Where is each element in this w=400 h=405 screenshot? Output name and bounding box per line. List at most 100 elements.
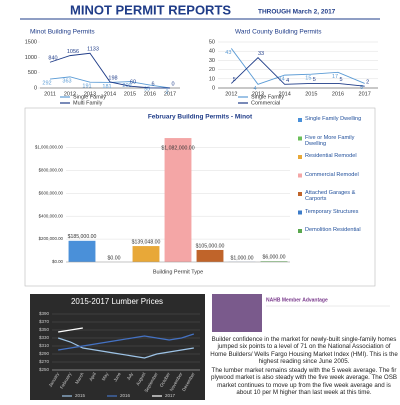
legend-label: Commercial <box>251 100 280 106</box>
chart-title: February Building Permits - Minot <box>148 114 253 121</box>
legend-entry: Attached Garages & Carports <box>305 190 373 206</box>
y-tick-label: $0.00 <box>52 259 64 264</box>
data-label: 43 <box>225 50 231 56</box>
y-tick-label: 30 <box>209 58 215 64</box>
legend-label: Multi Family <box>73 100 103 106</box>
data-label: 2 <box>165 89 168 95</box>
y-tick-label: 0 <box>212 85 215 91</box>
data-label: 198 <box>108 75 117 81</box>
legend-label: Single Family Dwelling <box>305 116 373 122</box>
legend-label: 2017 <box>165 393 176 398</box>
lumber-chart-bg <box>30 294 205 400</box>
legend-swatch <box>298 211 302 215</box>
legend-entry: Temporary Structures <box>305 209 373 225</box>
bar <box>133 246 160 262</box>
x-tick-label: 2011 <box>44 91 56 97</box>
series-line <box>231 58 364 87</box>
y-tick-label: 40 <box>209 49 215 55</box>
legend-entry: Residential Remodel <box>305 153 373 169</box>
y-tick-label: $800,000.00 <box>39 168 64 173</box>
data-label: 292 <box>42 80 51 86</box>
legend-swatch <box>298 155 302 159</box>
legend-label: Demolition Residential <box>305 227 373 233</box>
data-label: 5 <box>339 77 342 83</box>
y-tick-label: $290 <box>39 351 50 356</box>
legend-label: Five or More Family Dwelling <box>305 135 373 148</box>
y-tick-label: $1,000,000.00 <box>35 145 64 150</box>
data-label: $139,048.00 <box>132 239 161 245</box>
x-tick-label: 2017 <box>359 91 371 97</box>
data-label: 5 <box>313 77 316 83</box>
y-tick-label: $310 <box>39 343 50 348</box>
bar <box>165 138 192 262</box>
legend-label: 2016 <box>120 393 131 398</box>
y-tick-label: $200,000.00 <box>39 236 64 241</box>
paragraph-box: Builder confidence in the market for new… <box>210 336 398 366</box>
chart-title: Ward County Building Permits <box>235 29 322 36</box>
y-tick-label: $390 <box>39 311 50 316</box>
data-label: 4 <box>286 78 289 84</box>
paragraph: Builder confidence in the market for new… <box>210 336 398 366</box>
x-tick-label: 2015 <box>305 91 317 97</box>
y-tick-label: $600,000.00 <box>39 190 64 195</box>
data-label: 1056 <box>67 49 79 55</box>
legend-entry: Single Family Dwelling <box>305 116 373 132</box>
data-label: 181 <box>102 84 111 90</box>
y-tick-label: 500 <box>28 70 37 76</box>
data-label: $1,082,000.00 <box>161 145 194 151</box>
x-tick-label: 2015 <box>124 91 136 97</box>
legend-label: Commercial Remodel <box>305 172 373 178</box>
y-tick-label: 20 <box>209 67 215 73</box>
legend-entry: Five or More Family Dwelling <box>305 135 373 151</box>
data-label: 60 <box>130 80 136 86</box>
y-tick-label: 50 <box>209 39 215 45</box>
chart-title: 2015-2017 Lumber Prices <box>71 297 163 306</box>
data-label: $1,000.00 <box>230 255 253 261</box>
legend-swatch <box>298 192 302 196</box>
data-label: 0 <box>171 81 174 87</box>
data-label: 4 <box>253 86 256 92</box>
data-label: 15 <box>305 76 311 82</box>
legend-label: 2015 <box>75 393 86 398</box>
legend-entry: Demolition Residential <box>305 227 373 243</box>
data-label: 17 <box>332 74 338 80</box>
data-label: 6 <box>151 81 154 87</box>
data-label: 363 <box>62 78 71 84</box>
y-tick-label: $350 <box>39 327 50 332</box>
data-label: 33 <box>258 51 264 57</box>
data-label: $0.00 <box>108 255 121 261</box>
data-label: $105,000.00 <box>196 243 225 249</box>
y-tick-label: $400,000.00 <box>39 213 64 218</box>
legend-label: Attached Garages & Carports <box>305 190 373 203</box>
legend-swatch <box>298 118 302 122</box>
legend-swatch <box>298 229 302 233</box>
y-tick-label: $370 <box>39 319 50 324</box>
paragraph: The lumber market remains steady with th… <box>210 367 398 397</box>
y-tick-label: 1500 <box>25 39 37 45</box>
legend-swatch <box>298 137 302 141</box>
y-tick-label: $330 <box>39 335 50 340</box>
data-label: $185,000.00 <box>68 234 97 240</box>
y-tick-label: 0 <box>34 85 37 91</box>
chart-title: Minot Building Permits <box>30 29 95 36</box>
y-tick-label: 1000 <box>25 55 37 61</box>
bar <box>69 241 96 262</box>
y-tick-label: $270 <box>39 359 50 364</box>
header-subtitle: THROUGH March 2, 2017 <box>258 9 336 16</box>
legend-entry: Commercial Remodel <box>305 172 373 188</box>
legend-swatch <box>298 174 302 178</box>
bar <box>197 250 224 262</box>
y-tick-label: 10 <box>209 76 215 82</box>
x-tick-label: 2016 <box>332 91 344 97</box>
data-label: 2 <box>366 80 369 86</box>
legend-label: Temporary Structures <box>305 209 373 215</box>
ad-image <box>212 294 262 332</box>
x-axis-label: Building Permit Type <box>153 269 203 275</box>
legend-label: Residential Remodel <box>305 153 373 159</box>
ad-title: NAHB Member Advantage <box>266 297 328 303</box>
y-tick-label: $250 <box>39 367 50 372</box>
header-title: MINOT PERMIT REPORTS <box>70 2 231 17</box>
data-label: $6,000.00 <box>262 255 285 261</box>
data-label: 1133 <box>87 47 99 53</box>
